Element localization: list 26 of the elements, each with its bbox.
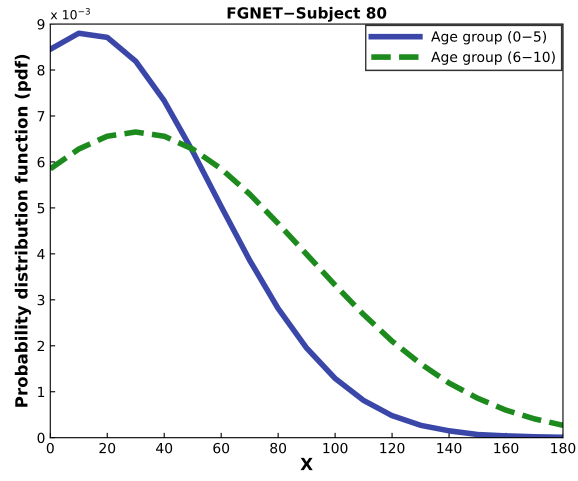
y-tick-label: 2	[38, 340, 44, 352]
text: x 10$^{−3}$	[50, 8, 90, 20]
x-tick-label: 40	[156, 442, 172, 454]
y-tick-label: 4	[37, 249, 45, 260]
x-tick-label: 100	[323, 442, 348, 454]
y-axis-title: Probability distribution function (pdf)	[14, 54, 32, 407]
x-axis-title: X	[300, 458, 313, 470]
y-tick-label: 8	[38, 64, 44, 76]
y-tick-label: 5	[38, 203, 44, 214]
x-tick-label: 20	[99, 442, 116, 454]
x-tick-label: 120	[380, 442, 404, 454]
y-tick-label: 7	[38, 111, 44, 122]
legend-label: Age group (0−5)	[431, 31, 546, 44]
chart-title: FGNET−Subject 80	[228, 6, 386, 22]
x-tick-label: 140	[437, 442, 462, 454]
legend-label: Age group (6−10)	[431, 51, 555, 65]
x-tick-label: 60	[213, 442, 230, 454]
x-tick-label: 160	[494, 442, 518, 454]
x-tick-label: 0	[46, 442, 54, 454]
y-tick-label: 3	[38, 294, 44, 306]
x-tick-label: 80	[270, 442, 286, 454]
y-tick-label: 0	[38, 432, 45, 444]
y-tick-label: 6	[38, 156, 45, 168]
y-tick-label: 9	[37, 19, 44, 30]
y-tick-label: 1	[38, 386, 44, 398]
x-tick-label: 180	[551, 442, 576, 454]
